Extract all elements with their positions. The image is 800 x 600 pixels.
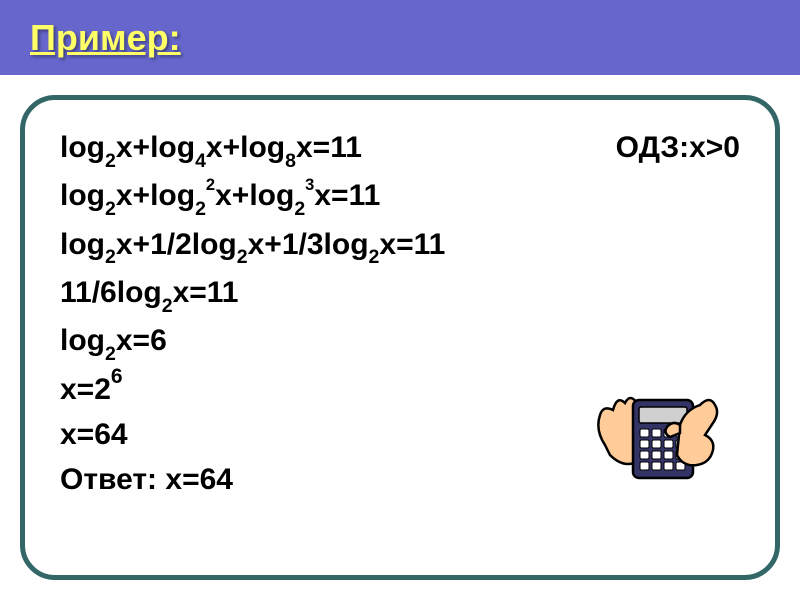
eq1-right: ОДЗ:x>0 bbox=[616, 125, 740, 173]
equation-line-4: 11/6log2x=11 bbox=[60, 270, 740, 318]
slide-title: Пример: bbox=[30, 17, 181, 59]
content-frame: log2x+log4x+log8x=11 ОДЗ:x>0 log2x+log22… bbox=[20, 95, 780, 580]
eq1-left: log2x+log4x+log8x=11 bbox=[60, 125, 362, 173]
calculator-icon bbox=[585, 355, 725, 505]
header-bar: Пример: bbox=[0, 0, 800, 75]
equation-line-3: log2x+1/2log2x+1/3log2x=11 bbox=[60, 222, 740, 270]
equation-line-2: log2x+log22x+log23x=11 bbox=[60, 173, 740, 221]
equation-line-1: log2x+log4x+log8x=11 ОДЗ:x>0 bbox=[60, 125, 740, 173]
